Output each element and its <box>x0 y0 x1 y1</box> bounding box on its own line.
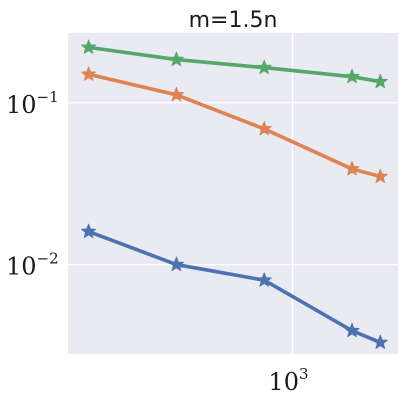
series-layer <box>81 39 388 349</box>
series-2-point-3 <box>344 322 360 338</box>
series-2-point-1 <box>168 256 184 272</box>
chart-title: m=1.5n <box>189 8 278 33</box>
grid <box>68 33 398 354</box>
series-1-point-0 <box>81 66 97 81</box>
series-2-point-0 <box>81 223 97 239</box>
tick-labels: 103 10−1 10−2 <box>6 88 309 396</box>
series-1-point-4 <box>372 168 388 184</box>
plot-area <box>68 33 398 354</box>
series-0-point-1 <box>168 51 184 67</box>
y-tick-label-1: 10−2 <box>6 250 59 281</box>
y-tick-label-0: 10−1 <box>6 88 59 119</box>
series-0-point-3 <box>344 68 360 84</box>
x-tick-label-0: 103 <box>268 365 308 396</box>
series-0-point-4 <box>372 73 388 89</box>
series-1-point-2 <box>256 120 272 136</box>
series-2-point-4 <box>372 334 388 349</box>
series-1-point-3 <box>344 161 360 176</box>
series-0-point-0 <box>81 39 97 54</box>
series-1-point-1 <box>168 86 184 102</box>
series-0-point-2 <box>256 59 272 75</box>
series-2-point-2 <box>256 272 272 287</box>
